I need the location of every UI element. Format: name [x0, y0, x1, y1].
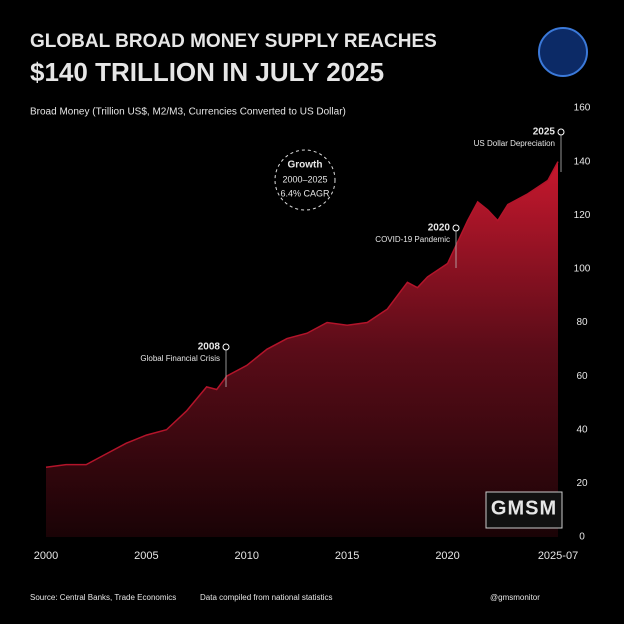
footer: Source: Central Banks, Trade Economics: [30, 593, 176, 602]
annotation-text: COVID-19 Pandemic: [375, 235, 450, 244]
chart-title: GLOBAL BROAD MONEY SUPPLY REACHES: [30, 31, 437, 52]
subtitle: Broad Money (Trillion US$, M2/M3, Curren…: [30, 107, 346, 118]
growth-text: 6.4% CAGR: [280, 188, 330, 198]
x-tick-label: 2005: [134, 550, 158, 562]
y-tick-label: 120: [574, 210, 591, 221]
annotation-year: 2020: [428, 223, 451, 234]
annotation-text: Global Financial Crisis: [140, 354, 220, 363]
y-tick-label: 80: [576, 317, 588, 328]
x-tick-label: 2015: [335, 550, 359, 562]
annotation-year: 2025: [533, 127, 556, 138]
growth-text: Growth: [288, 160, 323, 171]
chart-title: $140 TRILLION IN JULY 2025: [30, 57, 384, 87]
x-tick-label: 2025-07: [538, 550, 578, 562]
y-tick-label: 40: [576, 424, 588, 435]
footer: Data compiled from national statistics: [200, 593, 333, 602]
growth-text: 2000–2025: [282, 174, 327, 184]
x-tick-label: 2000: [34, 550, 58, 562]
area: [46, 161, 558, 537]
growth-badge: [274, 149, 336, 211]
y-tick-label: 60: [576, 371, 588, 382]
logo-globe: [538, 27, 588, 77]
footer: @gmsmonitor: [490, 593, 540, 602]
y-tick-label: 160: [574, 103, 591, 114]
y-tick-label: 0: [579, 532, 585, 543]
annotation-year: 2008: [198, 342, 221, 353]
x-tick-label: 2020: [435, 550, 459, 562]
annotation-text: US Dollar Depreciation: [474, 139, 555, 148]
x-tick-label: 2010: [235, 550, 259, 562]
logo-box: [485, 491, 563, 529]
y-tick-label: 100: [574, 264, 591, 275]
area-line: [45, 161, 559, 469]
logo-text: GMSM: [491, 497, 557, 519]
y-tick-label: 20: [576, 478, 588, 489]
y-tick-label: 140: [574, 156, 591, 167]
